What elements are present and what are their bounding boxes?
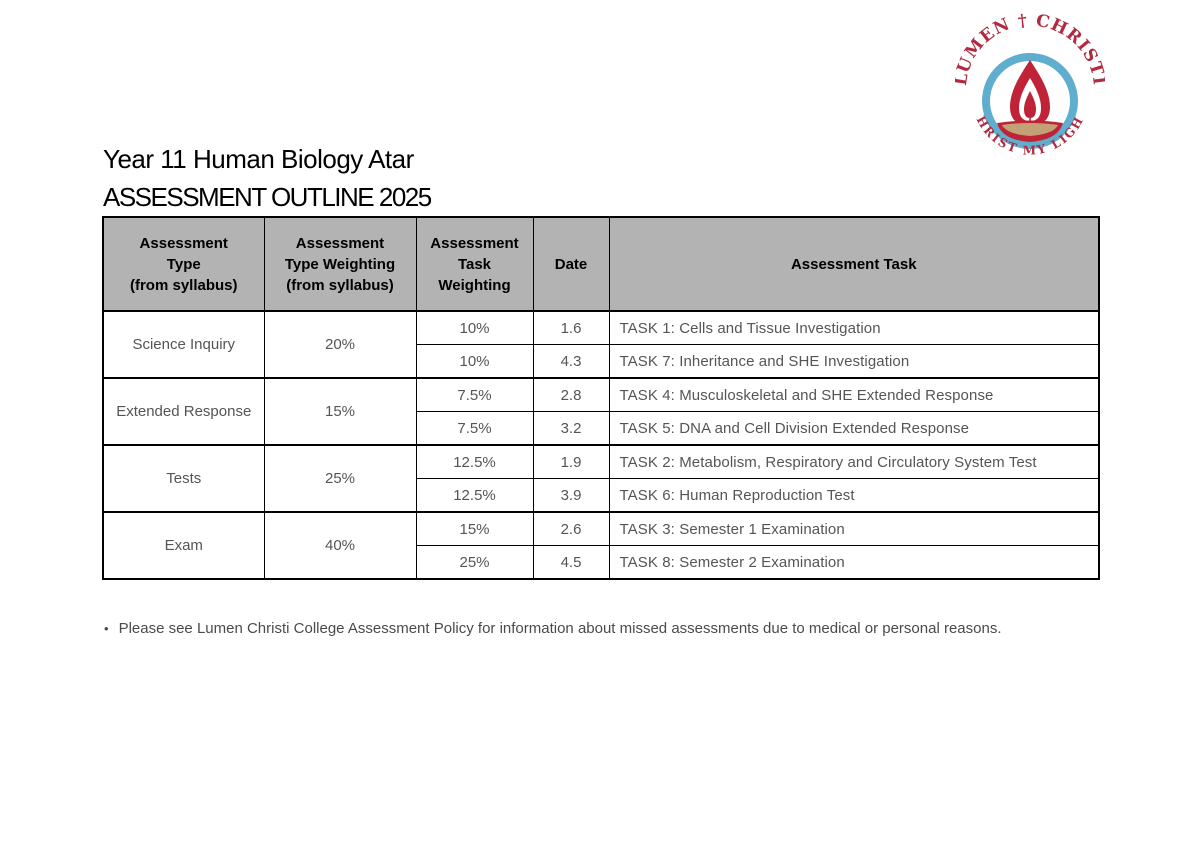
assessment-type-cell: Extended Response	[102, 377, 265, 446]
table-row: 25% 4.5 TASK 8: Semester 2 Examination	[103, 545, 1100, 580]
task-cell: TASK 2: Metabolism, Respiratory and Circ…	[608, 444, 1100, 479]
date-cell: 4.5	[532, 545, 610, 580]
assessment-table: Assessment Type (from syllabus) Assessme…	[102, 216, 1100, 580]
date-cell: 3.2	[532, 411, 610, 446]
task-cell: TASK 7: Inheritance and SHE Investigatio…	[608, 344, 1100, 379]
lamp-bowl-icon	[997, 120, 1063, 142]
type-weighting-cell: 40%	[263, 511, 417, 580]
task-weighting-cell: 12.5%	[415, 444, 534, 479]
table-row: 7.5% 3.2 TASK 5: DNA and Cell Division E…	[103, 411, 1100, 446]
assessment-type-cell: Tests	[102, 444, 265, 513]
task-weighting-cell: 12.5%	[415, 478, 534, 513]
assessment-type-cell: Exam	[102, 511, 265, 580]
task-weighting-cell: 7.5%	[415, 377, 534, 412]
task-weighting-cell: 15%	[415, 511, 534, 546]
date-cell: 3.9	[532, 478, 610, 513]
type-weighting-cell: 25%	[263, 444, 417, 513]
task-cell: TASK 5: DNA and Cell Division Extended R…	[608, 411, 1100, 446]
type-weighting-cell: 15%	[263, 377, 417, 446]
task-cell: TASK 6: Human Reproduction Test	[608, 478, 1100, 513]
bullet-icon: •	[104, 621, 109, 636]
task-weighting-cell: 25%	[415, 545, 534, 580]
date-cell: 1.9	[532, 444, 610, 479]
task-cell: TASK 3: Semester 1 Examination	[608, 511, 1100, 546]
table-row: Science Inquiry 20% 10% 1.6 TASK 1: Cell…	[102, 310, 1100, 379]
task-weighting-cell: 10%	[415, 344, 534, 379]
task-cell: TASK 4: Musculoskeletal and SHE Extended…	[608, 377, 1100, 412]
date-cell: 2.6	[532, 511, 610, 546]
assessment-type-cell: Science Inquiry	[102, 310, 265, 379]
title-course-name: Year 11 Human Biology Atar	[103, 144, 414, 174]
type-weighting-cell: 20%	[263, 310, 417, 379]
flame-icon	[1010, 60, 1050, 126]
note-text: Please see Lumen Christi College Assessm…	[118, 620, 1002, 637]
table-row: Tests 25% 12.5% 1.9 TASK 2: Metabolism, …	[102, 444, 1100, 513]
table-row: 12.5% 3.9 TASK 6: Human Reproduction Tes…	[103, 478, 1100, 513]
date-cell: 4.3	[532, 344, 610, 379]
date-cell: 1.6	[532, 310, 610, 345]
table-header-row: Assessment Type (from syllabus) Assessme…	[102, 216, 1100, 312]
document-title: Year 11 Human Biology Atar ASSESSMENT OU…	[103, 140, 432, 216]
table-row: Extended Response 15% 7.5% 2.8 TASK 4: M…	[102, 377, 1100, 446]
col-header-assessment-task: Assessment Task	[608, 216, 1100, 312]
task-weighting-cell: 7.5%	[415, 411, 534, 446]
assessment-policy-note: • Please see Lumen Christi College Asses…	[104, 620, 1104, 638]
table-row: Exam 40% 15% 2.6 TASK 3: Semester 1 Exam…	[102, 511, 1100, 580]
col-header-type-weighting: Assessment Type Weighting (from syllabus…	[263, 216, 417, 312]
task-weighting-cell: 10%	[415, 310, 534, 345]
col-header-task-weighting: Assessment Task Weighting	[415, 216, 534, 312]
task-cell: TASK 1: Cells and Tissue Investigation	[608, 310, 1100, 345]
date-cell: 2.8	[532, 377, 610, 412]
col-header-date: Date	[532, 216, 610, 312]
title-outline-year: ASSESSMENT OUTLINE 2025	[103, 182, 432, 212]
school-crest-logo: LUMEN † CHRISTI CHRIST MY LIGHT	[955, 12, 1105, 158]
task-cell: TASK 8: Semester 2 Examination	[608, 545, 1100, 580]
col-header-assessment-type: Assessment Type (from syllabus)	[102, 216, 265, 312]
